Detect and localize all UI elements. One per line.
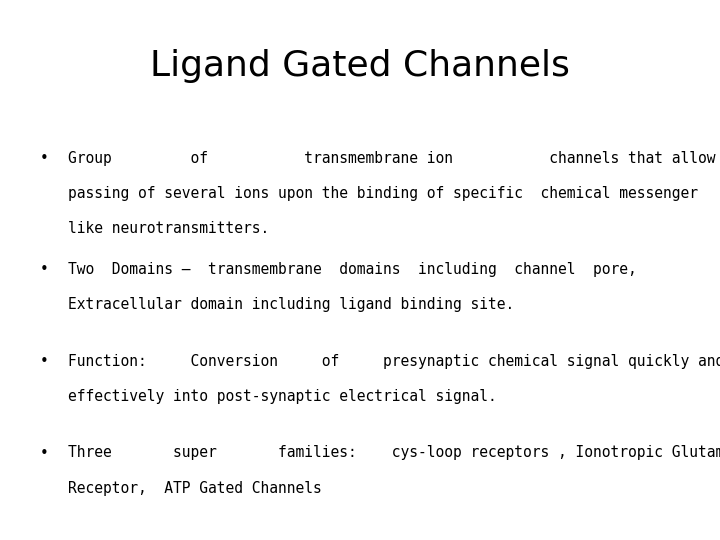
Text: Three       super       families:    cys-loop receptors , Ionotropic Glutamate: Three super families: cys-loop receptors… [68, 446, 720, 461]
Text: •: • [40, 446, 48, 461]
Text: •: • [40, 151, 48, 166]
Text: effectively into post-synaptic electrical signal.: effectively into post-synaptic electrica… [68, 389, 497, 404]
Text: Receptor,  ATP Gated Channels: Receptor, ATP Gated Channels [68, 481, 322, 496]
Text: like neurotransmitters.: like neurotransmitters. [68, 221, 270, 237]
Text: passing of several ions upon the binding of specific  chemical messenger: passing of several ions upon the binding… [68, 186, 698, 201]
Text: Group         of           transmembrane ion           channels that allow the: Group of transmembrane ion channels that… [68, 151, 720, 166]
Text: Extracellular domain including ligand binding site.: Extracellular domain including ligand bi… [68, 297, 515, 312]
Text: Two  Domains –  transmembrane  domains  including  channel  pore,: Two Domains – transmembrane domains incl… [68, 262, 637, 277]
Text: •: • [40, 354, 48, 369]
Text: •: • [40, 262, 48, 277]
Text: Function:     Conversion     of     presynaptic chemical signal quickly and: Function: Conversion of presynaptic chem… [68, 354, 720, 369]
Text: Ligand Gated Channels: Ligand Gated Channels [150, 49, 570, 83]
